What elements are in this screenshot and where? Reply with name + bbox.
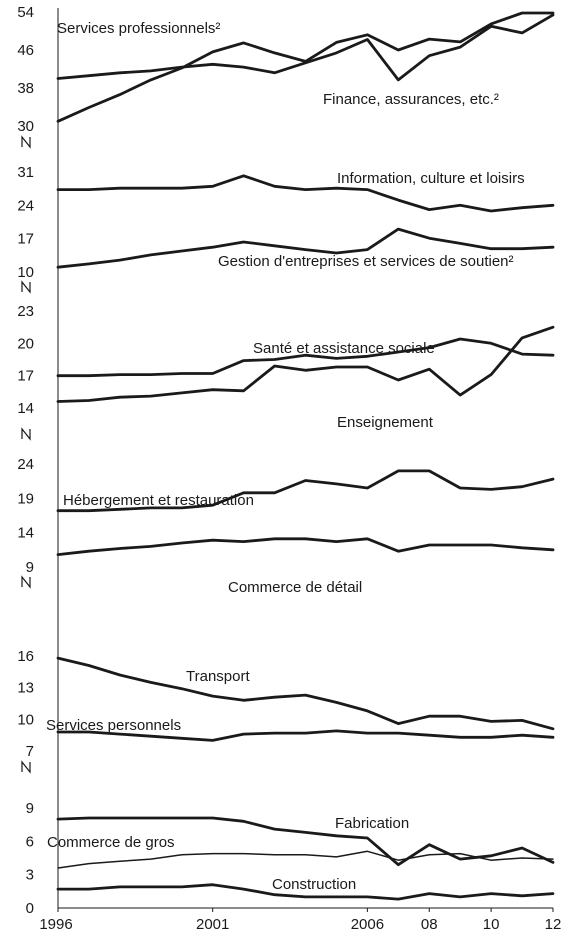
y-tick-label: 3	[26, 867, 34, 884]
x-tick-label: 2006	[351, 916, 384, 933]
axis-break-icon	[22, 762, 30, 772]
series-label: Hébergement et restauration	[63, 492, 254, 509]
y-tick-label: 17	[17, 231, 34, 248]
y-tick-label: 14	[17, 400, 34, 417]
x-tick-label: 08	[421, 916, 438, 933]
series-line	[58, 327, 553, 401]
x-tick-label: 1996	[39, 916, 72, 933]
axis-break-icon	[22, 282, 30, 292]
y-tick-label: 24	[17, 197, 34, 214]
series-label: Services personnels	[46, 717, 181, 734]
axis-break-icon	[22, 429, 30, 439]
y-tick-label: 10	[17, 711, 34, 728]
y-tick-label: 23	[17, 303, 34, 320]
y-tick-label: 14	[17, 525, 34, 542]
series-line	[58, 851, 553, 868]
y-tick-label: 46	[17, 42, 34, 59]
y-tick-label: 24	[17, 456, 34, 473]
y-tick-label: 0	[26, 900, 34, 917]
series-label: Finance, assurances, etc.²	[323, 91, 499, 108]
y-tick-label: 30	[17, 118, 34, 135]
series-label: Santé et assistance sociale	[253, 340, 435, 357]
series-label: Enseignement	[337, 414, 434, 431]
series-label: Transport	[186, 668, 250, 685]
y-tick-label: 16	[17, 648, 34, 665]
y-tick-label: 13	[17, 680, 34, 697]
series-line	[58, 539, 553, 555]
series-label: Services professionnels²	[57, 20, 220, 37]
y-tick-label: 6	[26, 833, 34, 850]
axis-break-icon	[22, 577, 30, 587]
y-tick-label: 20	[17, 335, 34, 352]
axis-break-icon	[22, 137, 30, 147]
y-tick-label: 9	[26, 800, 34, 817]
y-tick-label: 19	[17, 490, 34, 507]
series-label: Construction	[272, 876, 356, 893]
series-label: Information, culture et loisirs	[337, 170, 525, 187]
series-label: Fabrication	[335, 815, 409, 832]
y-tick-label: 9	[26, 559, 34, 576]
series-label: Commerce de gros	[47, 834, 175, 851]
series-label: Gestion d'entreprises et services de sou…	[218, 253, 514, 270]
x-tick-label: 2001	[196, 916, 229, 933]
y-tick-label: 54	[17, 4, 34, 21]
y-tick-label: 38	[17, 80, 34, 97]
y-tick-label: 10	[17, 264, 34, 281]
y-tick-label: 7	[26, 743, 34, 760]
x-tick-label: 12	[545, 916, 561, 933]
y-tick-label: 17	[17, 368, 34, 385]
x-tick-label: 10	[483, 916, 500, 933]
y-tick-label: 31	[17, 164, 34, 181]
series-label: Commerce de détail	[228, 579, 362, 596]
